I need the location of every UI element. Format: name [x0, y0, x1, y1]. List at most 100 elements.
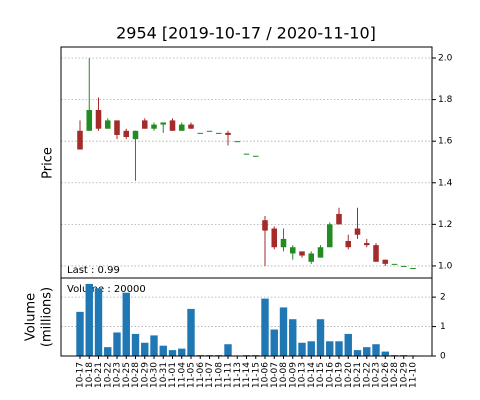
candle-body	[262, 220, 268, 231]
x-tick-label: 10-28	[390, 362, 400, 388]
x-tick-label: 11-07	[205, 362, 215, 388]
x-tick-label: 11-14	[242, 362, 252, 388]
candle-body	[178, 124, 185, 131]
last-label: Last : 0.99	[67, 265, 120, 276]
volume-bar	[353, 350, 362, 356]
candle-body	[169, 120, 176, 131]
candle-body	[391, 263, 398, 265]
volume-bar	[187, 308, 195, 356]
candle-body	[188, 124, 194, 129]
volume-bar	[289, 319, 297, 356]
candle-body	[252, 155, 259, 157]
volume-bar	[316, 319, 325, 356]
x-tick-label: 11-06	[196, 362, 206, 388]
x-tick-label: 10-31	[159, 362, 169, 388]
x-tick-label: 11-15	[251, 362, 261, 388]
x-tick-label: 10-08	[279, 362, 289, 388]
candle-body	[160, 122, 167, 125]
x-tick-label: 10-14	[307, 362, 317, 388]
volume-bar	[298, 342, 306, 356]
x-tick-label: 10-20	[344, 362, 354, 388]
x-tick-label: 10-16	[325, 362, 335, 388]
candle-body	[280, 238, 287, 248]
x-tick-label: 10-28	[131, 362, 141, 388]
volume-bar	[363, 347, 371, 356]
volume-axis-label: Volume	[24, 293, 39, 341]
x-tick-label: 10-23	[113, 362, 123, 388]
x-tick-label: 10-19	[335, 362, 345, 388]
candle-body	[197, 132, 204, 134]
x-tick-label: 10-07	[270, 362, 280, 388]
candle-body	[308, 253, 315, 262]
volume-bar	[381, 351, 389, 356]
volume-bar	[335, 341, 343, 356]
candle-body	[114, 120, 120, 135]
x-tick-label: 10-22	[103, 362, 113, 388]
candle-body	[317, 247, 324, 258]
candle-body	[77, 130, 83, 150]
volume-bar	[326, 341, 334, 356]
x-tick-label: 10-06	[261, 362, 271, 388]
volume-tick-label: 1	[440, 322, 446, 332]
volume-bar	[150, 335, 158, 356]
x-tick-label: 11-04	[177, 362, 187, 388]
volume-bar	[224, 344, 232, 356]
y-tick-label: 1.0	[438, 261, 453, 271]
x-tick-label: 11-10	[409, 362, 419, 388]
candle-body	[141, 120, 148, 129]
x-tick-label: 11-05	[187, 362, 197, 388]
candle-body	[289, 247, 296, 254]
candle-body	[382, 259, 389, 264]
volume-bar	[178, 348, 186, 356]
x-tick-label: 10-30	[150, 362, 160, 388]
candle-body	[373, 245, 379, 262]
volume-bar	[141, 342, 149, 356]
candle-body	[243, 153, 250, 155]
x-tick-label: 10-25	[122, 362, 132, 388]
candle-body	[345, 240, 352, 248]
x-tick-label: 11-01	[168, 362, 178, 388]
candle-body	[95, 110, 102, 129]
x-tick-label: 10-21	[94, 362, 104, 388]
volume-bar	[159, 345, 167, 356]
x-tick-label: 10-18	[85, 362, 95, 388]
x-tick-label: 11-13	[233, 362, 243, 388]
volume-bar	[270, 329, 278, 356]
x-tick-label: 10-09	[288, 362, 298, 388]
volume-bar	[122, 292, 130, 356]
volume-bar	[94, 288, 103, 356]
volume-bar	[76, 311, 84, 356]
y-tick-label: 2.0	[438, 54, 453, 64]
volume-bar	[85, 283, 93, 356]
x-tick-label: 10-15	[316, 362, 326, 388]
x-tick-label: 10-21	[353, 362, 363, 388]
volume-bar	[279, 307, 288, 356]
candle-body	[363, 243, 370, 246]
x-tick-label: 11-08	[214, 362, 224, 388]
candle-body	[104, 120, 111, 129]
y-tick-label: 1.2	[438, 220, 452, 230]
volume-bar	[131, 333, 140, 356]
candle-body	[132, 130, 139, 140]
volume-bar	[307, 341, 315, 356]
x-tick-label: 10-29	[399, 362, 409, 388]
volume-tick-label: 0	[440, 352, 446, 362]
candle-body	[151, 124, 157, 129]
x-tick-label: 10-17	[76, 362, 86, 388]
x-tick-label: 10-13	[298, 362, 308, 388]
candle-body	[400, 265, 407, 267]
candle-body	[410, 268, 416, 270]
candle-body	[206, 130, 213, 132]
chart-title: 2954 [2019-10-17 / 2020-11-10]	[116, 24, 376, 43]
volume-frame	[60, 277, 433, 357]
y-axis-label: Price	[41, 147, 56, 179]
x-tick-label: 10-22	[362, 362, 372, 388]
candle-body	[336, 213, 342, 225]
volume-axis-label: (millions)	[40, 287, 55, 347]
candle-body	[354, 228, 361, 235]
volume-bar	[168, 350, 177, 356]
volume-tick-label: 2	[440, 293, 446, 303]
candle-body	[271, 228, 278, 248]
candle-body	[299, 251, 305, 256]
